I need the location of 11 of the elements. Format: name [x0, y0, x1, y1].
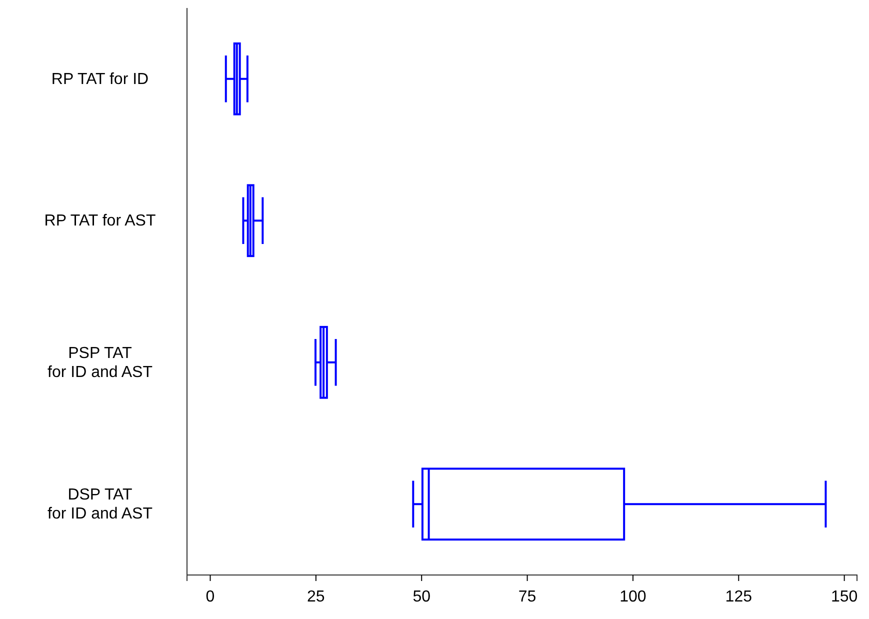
x-tick-label: 50: [412, 588, 431, 606]
x-tick-label: 75: [518, 588, 536, 606]
y-tick-label: DSP TAT for ID and AST: [48, 486, 153, 523]
x-tick-label: 25: [307, 588, 325, 606]
y-tick-label: RP TAT for ID: [51, 70, 149, 88]
x-tick-label: 100: [620, 588, 646, 606]
x-tick-label: 125: [725, 588, 752, 606]
x-tick-label: 0: [206, 588, 215, 606]
y-tick-label: RP TAT for AST: [44, 212, 156, 230]
x-tick-label: 150: [830, 588, 858, 606]
y-tick-label: PSP TAT for ID and AST: [48, 344, 153, 381]
